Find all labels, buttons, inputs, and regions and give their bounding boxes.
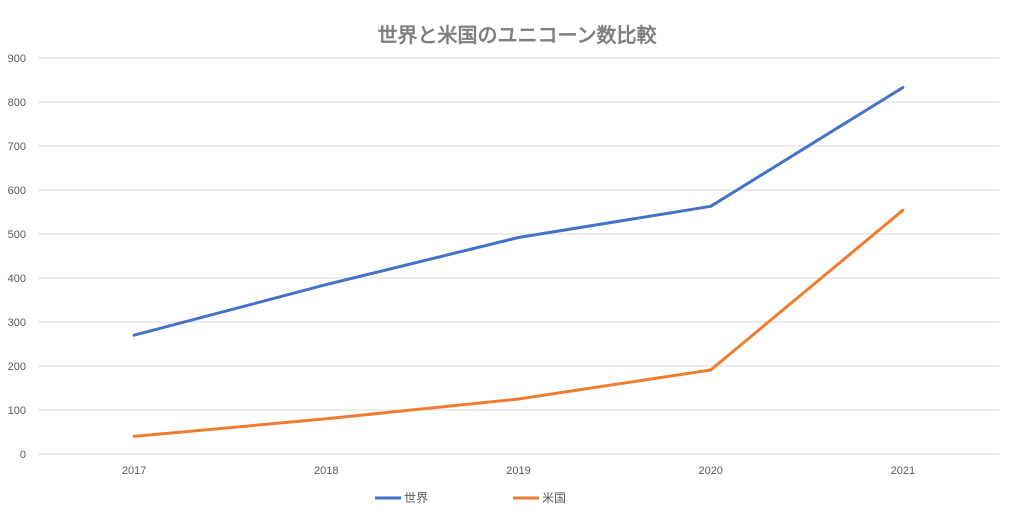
- gridlines: [38, 57, 999, 455]
- y-tick-label: 800: [8, 97, 26, 109]
- y-axis-ticks: 0 100 200 300 400 500 600 700 800 900: [8, 53, 26, 461]
- x-tick-label: 2017: [122, 465, 146, 477]
- y-tick-label: 100: [8, 405, 26, 417]
- y-tick-label: 900: [8, 53, 26, 65]
- x-tick-label: 2018: [314, 465, 338, 477]
- x-axis-ticks: 2017 2018 2019 2020 2021: [122, 465, 915, 477]
- y-tick-label: 700: [8, 141, 26, 153]
- y-tick-label: 500: [8, 229, 26, 241]
- y-tick-label: 600: [8, 185, 26, 197]
- x-tick-label: 2020: [698, 465, 722, 477]
- chart-title: 世界と米国のユニコーン数比較: [378, 23, 658, 47]
- y-tick-label: 400: [8, 273, 26, 285]
- series-line: [132, 208, 905, 438]
- series-lines: [132, 86, 905, 438]
- legend: 世界 米国: [375, 491, 566, 505]
- x-tick-label: 2021: [891, 465, 915, 477]
- y-tick-label: 200: [8, 361, 26, 373]
- y-tick-label: 0: [20, 449, 26, 461]
- y-tick-label: 300: [8, 317, 26, 329]
- series-line: [132, 86, 905, 337]
- x-tick-label: 2019: [506, 465, 530, 477]
- legend-label: 世界: [404, 491, 428, 505]
- legend-label: 米国: [542, 491, 566, 505]
